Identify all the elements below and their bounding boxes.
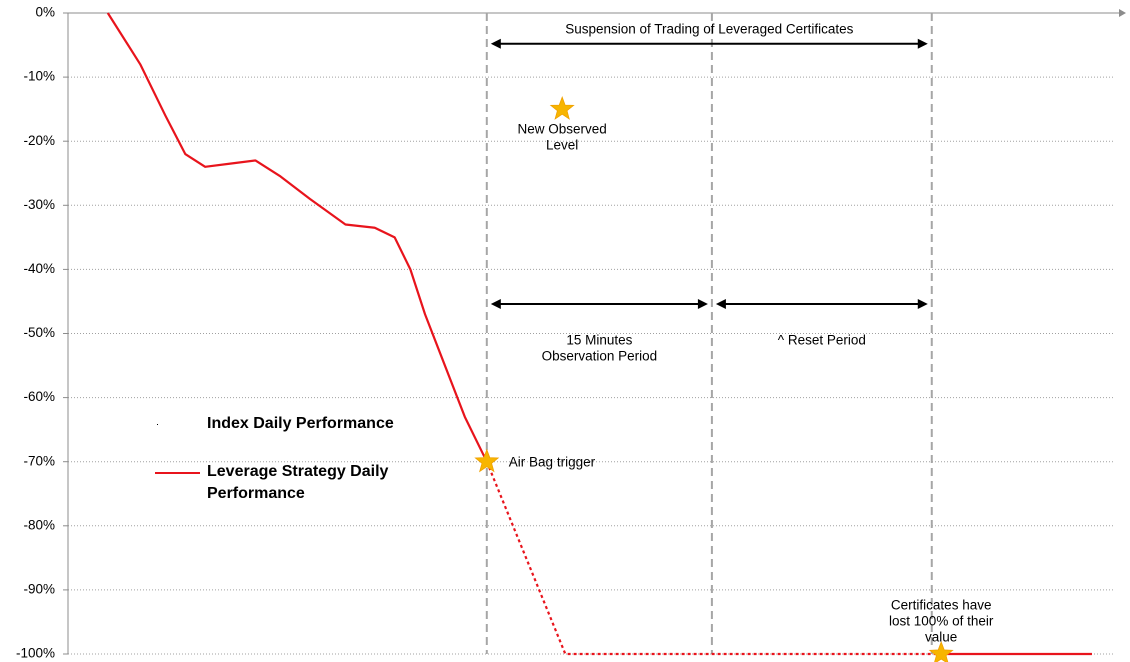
legend-item: Index Daily Performance: [155, 413, 415, 435]
arrow-head: [697, 299, 708, 310]
legend-label: Leverage Strategy Daily Performance: [207, 463, 389, 502]
y-tick-label: -80%: [23, 517, 55, 532]
marker-label: Certificates have: [891, 598, 992, 613]
y-tick-label: 0%: [35, 5, 55, 20]
marker-label: value: [925, 630, 957, 645]
y-tick-label: -60%: [23, 389, 55, 404]
legend-item: Leverage Strategy Daily Performance: [155, 461, 415, 505]
arrow-head: [715, 299, 726, 310]
star-marker: [474, 448, 500, 473]
star-marker: [928, 640, 954, 662]
legend: Index Daily Performance Leverage Strategy…: [155, 413, 415, 515]
y-tick-label: -40%: [23, 261, 55, 276]
arrow-label: 15 Minutes: [566, 333, 632, 348]
series-line: [106, 12, 488, 463]
legend-swatch: [157, 424, 158, 425]
legend-swatch: [155, 472, 200, 474]
arrow-head: [490, 299, 501, 310]
arrow-head: [917, 38, 928, 49]
legend-label: Index Daily Performance: [207, 415, 394, 432]
y-tick-label: -10%: [23, 69, 55, 84]
y-tick-label: -70%: [23, 453, 55, 468]
arrow-label: Observation Period: [542, 349, 658, 364]
projection-line: [485, 461, 935, 656]
y-tick-label: -50%: [23, 325, 55, 340]
arrow-head: [917, 299, 928, 310]
arrow-label: ^ Reset Period: [778, 333, 866, 348]
arrow-head: [490, 38, 501, 49]
arrow-label: Suspension of Trading of Leveraged Certi…: [565, 21, 853, 36]
marker-label: lost 100% of their: [889, 614, 994, 629]
y-tick-label: -100%: [16, 646, 55, 661]
y-tick-label: -20%: [23, 133, 55, 148]
star-marker: [549, 95, 575, 120]
x-axis-arrow: [1119, 9, 1126, 17]
y-tick-label: -30%: [23, 197, 55, 212]
y-tick-label: -90%: [23, 581, 55, 596]
marker-label: New Observed: [518, 122, 607, 137]
marker-label: Air Bag trigger: [509, 454, 596, 469]
marker-label: Level: [546, 138, 578, 153]
